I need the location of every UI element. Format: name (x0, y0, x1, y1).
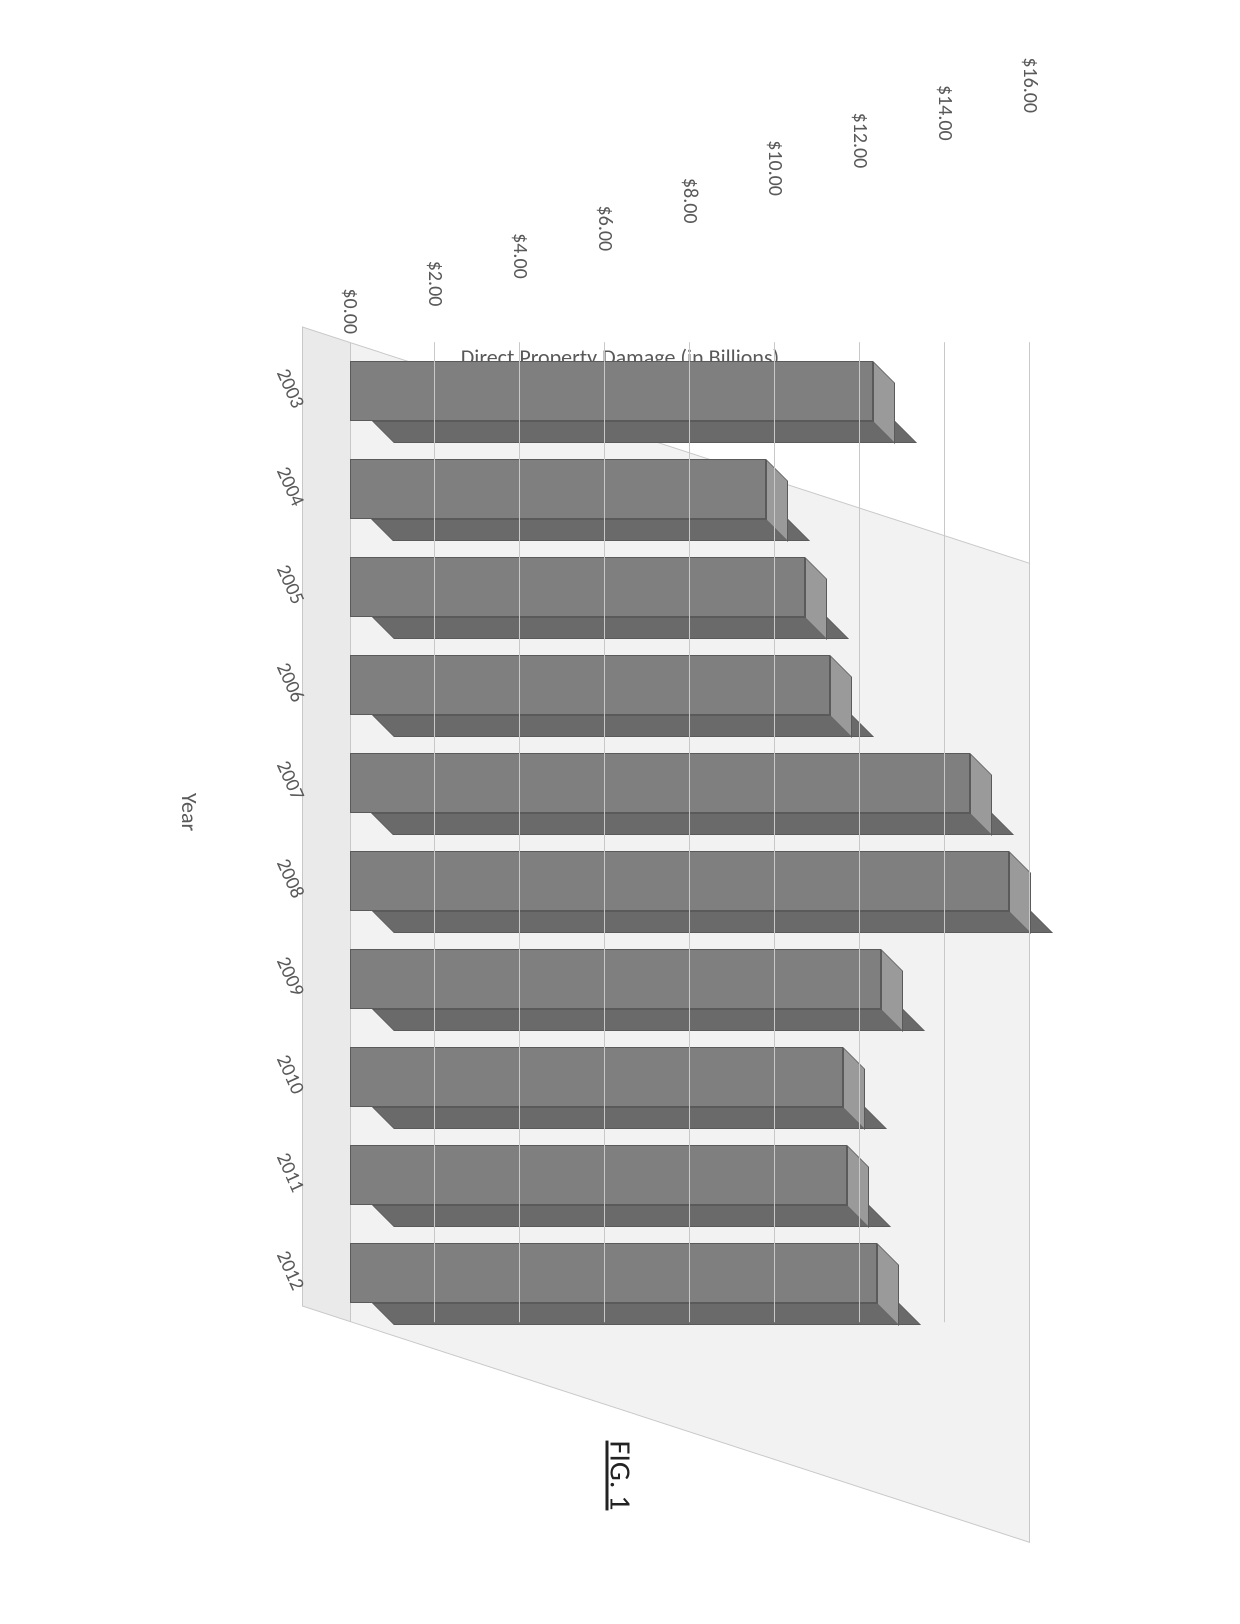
y-tick-label: $6.00 (593, 161, 617, 251)
bar (350, 1047, 843, 1108)
chart-container: Direct Property Damage (in Billions) Yea… (170, 212, 1070, 1412)
plot-area: $0.00$2.00$4.00$6.00$8.00$10.00$12.00$14… (350, 342, 1030, 1322)
bar-front (350, 459, 767, 520)
bar-front (350, 949, 881, 1010)
bar-side (372, 1205, 891, 1227)
bar (350, 459, 767, 520)
chart: Direct Property Damage (in Billions) Yea… (170, 212, 1070, 1412)
bar-side (372, 1107, 887, 1129)
bar-front (350, 1145, 847, 1206)
floor (302, 326, 350, 1322)
bar (350, 557, 805, 618)
y-tick-label: $10.00 (763, 106, 787, 196)
bar-front (350, 1047, 843, 1108)
bar-side (372, 519, 811, 541)
gridline (944, 342, 945, 1322)
y-tick-label: $16.00 (1018, 23, 1042, 113)
bar (350, 361, 873, 422)
bar (350, 1243, 877, 1304)
bar (350, 753, 971, 814)
bar (350, 1145, 847, 1206)
bar-side (372, 617, 849, 639)
bar-side (372, 421, 917, 443)
bar-front (350, 557, 805, 618)
x-axis-label: Year (176, 793, 203, 831)
gridline (774, 342, 775, 1322)
y-tick-label: $8.00 (678, 134, 702, 224)
page: FIG. 1 Direct Property Damage (in Billio… (0, 0, 1240, 1624)
bar (350, 949, 881, 1010)
bar-side (372, 911, 1053, 933)
bar-side (372, 1303, 921, 1325)
bar-front (350, 851, 1009, 912)
gridline (434, 342, 435, 1322)
y-tick-label: $2.00 (423, 216, 447, 306)
y-tick-label: $0.00 (338, 244, 362, 334)
bar (350, 655, 830, 716)
bar-front (350, 655, 830, 716)
y-tick-label: $14.00 (933, 51, 957, 141)
gridline (519, 342, 520, 1322)
bar-front (350, 753, 971, 814)
bar-side (372, 715, 874, 737)
gridline (859, 342, 860, 1322)
bar-front (350, 1243, 877, 1304)
bar-side (372, 1009, 925, 1031)
figure-caption: FIG. 1 (602, 1441, 639, 1511)
bars-group (350, 342, 1030, 1322)
gridline (1029, 342, 1030, 1322)
gridline (689, 342, 690, 1322)
bar-front (350, 361, 873, 422)
bar (350, 851, 1009, 912)
bar-side (372, 813, 1015, 835)
y-tick-label: $4.00 (508, 189, 532, 279)
y-tick-label: $12.00 (848, 78, 872, 168)
gridline (604, 342, 605, 1322)
